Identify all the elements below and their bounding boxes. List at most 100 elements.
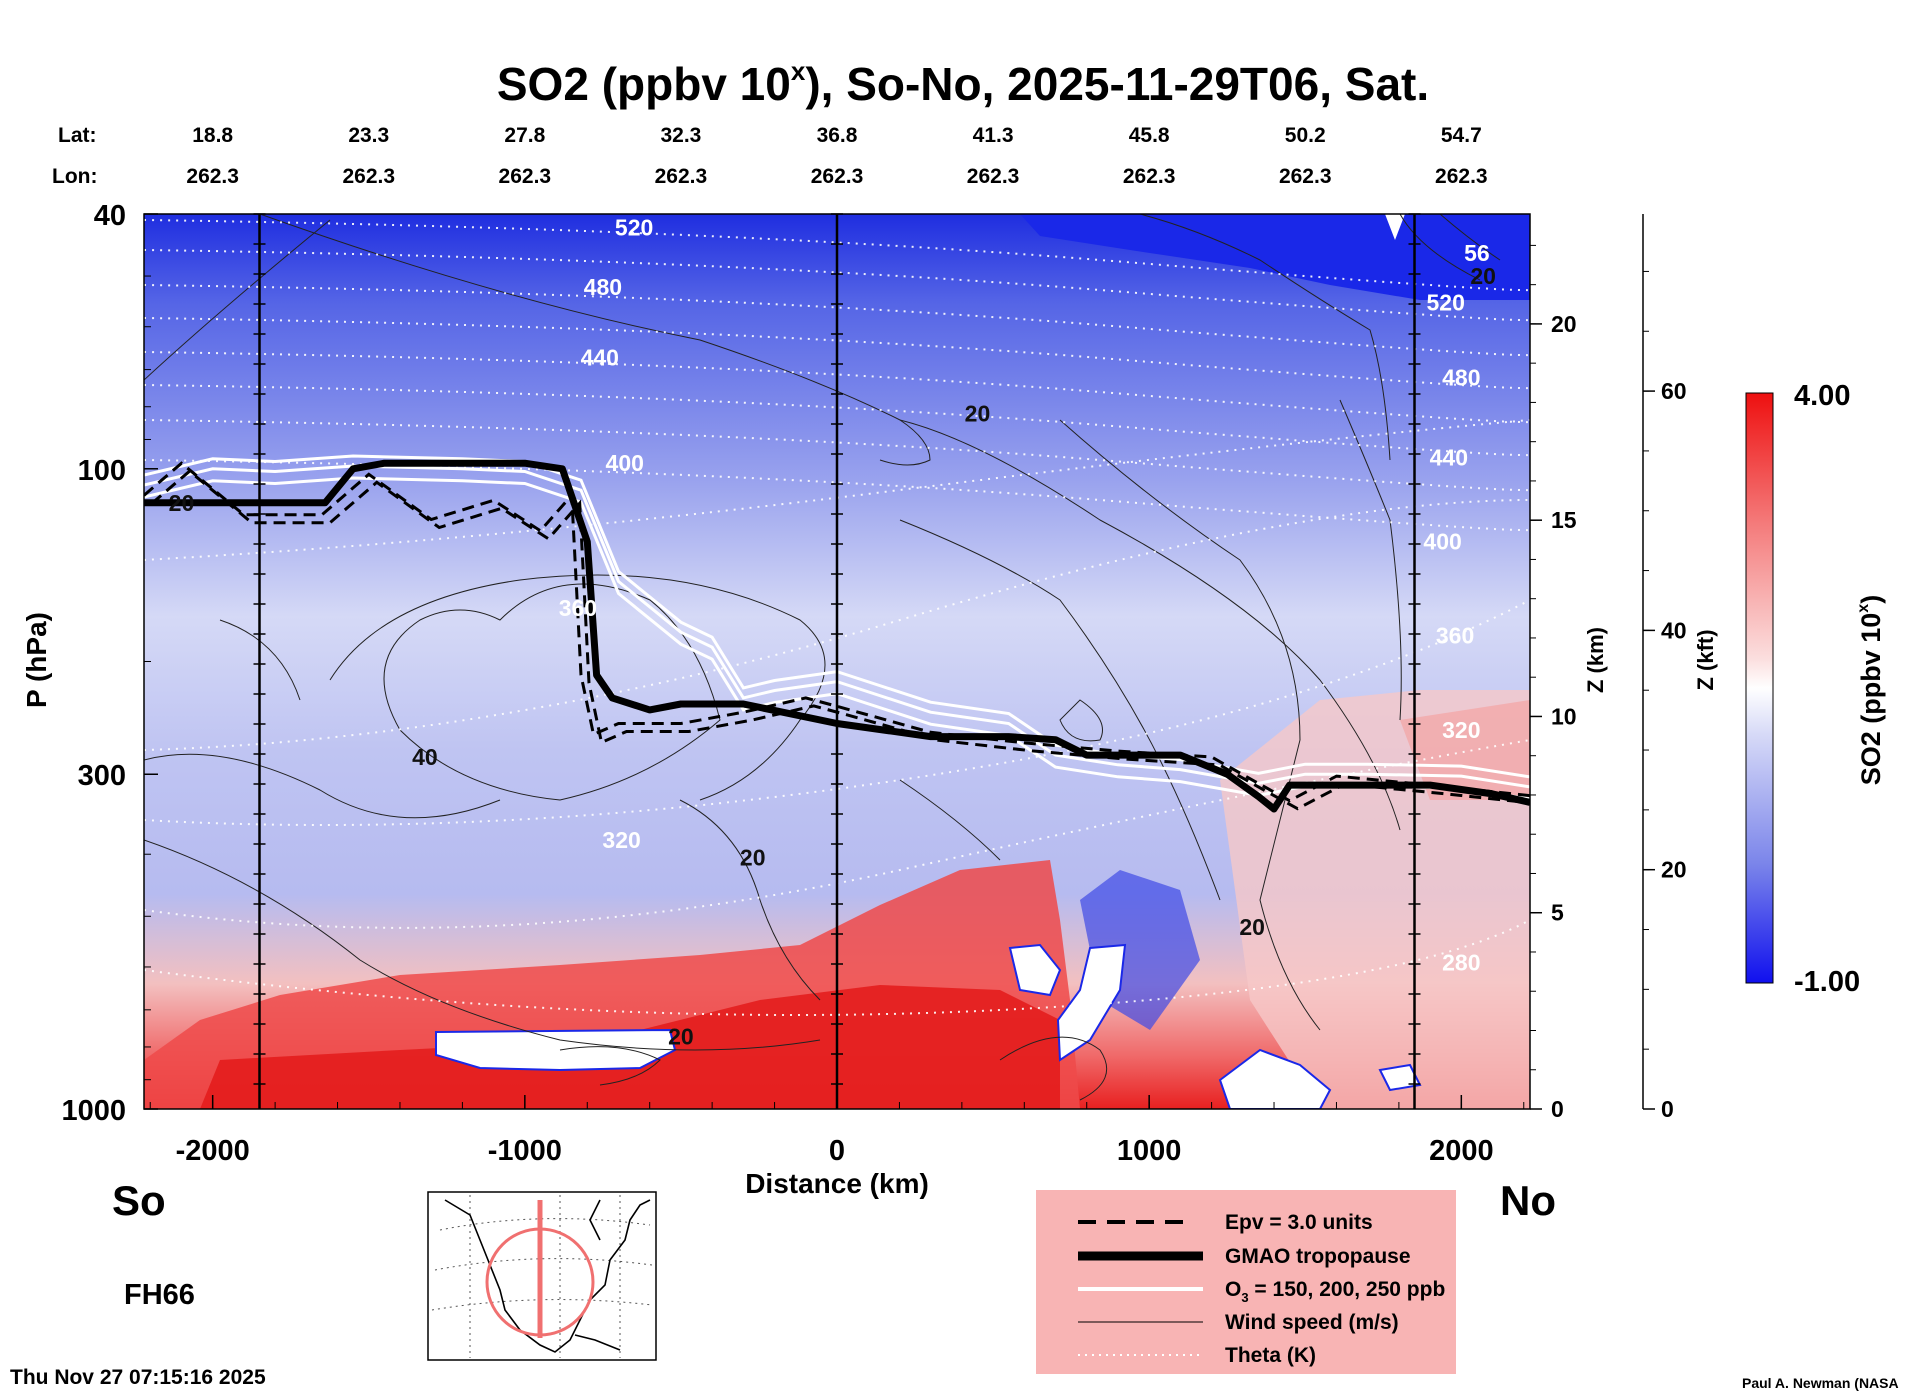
inset-map-coastline <box>444 1199 651 1353</box>
theta-contour-5 <box>144 384 1530 457</box>
theta-contour-2 <box>144 284 1530 357</box>
x-axis: -2000 -1000 0 1000 2000 <box>149 1095 1525 1167</box>
theta-contour-0 <box>144 219 1530 292</box>
wind-contour-11 <box>1399 214 1501 281</box>
wind-contour-10 <box>1139 214 1391 461</box>
wind-speed-label: 20 <box>740 845 766 871</box>
ozone-line-1 <box>144 454 1530 779</box>
tropopause-line <box>144 459 1530 813</box>
theta-contour-3 <box>144 317 1530 390</box>
timestamp: Thu Nov 27 07:15:16 2025 <box>10 1366 266 1389</box>
theta-label: 400 <box>606 450 644 476</box>
wind-contour-7 <box>899 519 1221 901</box>
theta-label: 360 <box>559 595 597 621</box>
theta-label: 480 <box>584 274 622 300</box>
wind-contour-13 <box>559 1046 661 1086</box>
legend: Epv = 3.0 units GMAO tropopause O3 = 150… <box>1036 1190 1456 1374</box>
legend-label-epv: Epv = 3.0 units <box>1225 1211 1373 1234</box>
ozone-line-2 <box>144 476 1530 801</box>
ozone-line-0 <box>144 464 1530 789</box>
lat-value: 50.2 <box>1285 124 1326 147</box>
theta-label: 520 <box>1427 290 1465 316</box>
z-km-tick-label: 5 <box>1551 900 1564 926</box>
wind-contour-8 <box>1339 399 1402 721</box>
lat-value: 23.3 <box>348 124 389 147</box>
lat-value: 27.8 <box>504 124 545 147</box>
x-tick-label: -1000 <box>488 1135 562 1167</box>
z-km-tick-label: 15 <box>1551 507 1577 533</box>
missing-patch-2 <box>1008 943 1062 997</box>
z-km-tick-label: 0 <box>1551 1096 1564 1122</box>
y-axis-pressure: 40 100 300 1000 <box>61 200 158 1127</box>
lon-value: 262.3 <box>1279 165 1332 188</box>
wind-speed-label: 20 <box>169 490 195 516</box>
lat-value: 41.3 <box>973 124 1014 147</box>
theta-label: 440 <box>1430 444 1468 470</box>
wind-contour-9 <box>1059 419 1321 1031</box>
wind-speed-label: 20 <box>965 401 991 427</box>
y-tick-label: 100 <box>78 455 126 487</box>
z-km-tick-label: 20 <box>1551 311 1577 337</box>
wind-speed-label: 40 <box>412 744 438 770</box>
z-km-axis-label: Z (km) <box>1583 627 1608 693</box>
z-km-tick-label: 10 <box>1551 703 1577 729</box>
x-axis-label: Distance (km) <box>745 1168 929 1199</box>
theta-contour-10 <box>144 599 1530 826</box>
lon-label: Lon: <box>52 165 97 188</box>
epv-line-secondary <box>151 469 1530 811</box>
lat-value: 32.3 <box>660 124 701 147</box>
inset-map <box>427 1191 657 1361</box>
wind-speed-label: 20 <box>668 1023 694 1049</box>
missing-patch-1 <box>435 1028 677 1072</box>
wind-contour-12 <box>999 1036 1108 1101</box>
wind-contour-5 <box>144 839 821 1051</box>
legend-label-theta: Theta (K) <box>1225 1344 1316 1367</box>
lon-value: 262.3 <box>967 165 1020 188</box>
theta-contour-7 <box>144 459 1530 532</box>
colorbar-max-label: 4.00 <box>1794 380 1850 412</box>
lon-value: 262.3 <box>655 165 708 188</box>
colorbar-min-label: -1.00 <box>1794 966 1860 998</box>
x-tick-label: 0 <box>829 1135 845 1167</box>
colorbar <box>1745 392 1774 984</box>
y-tick-label: 40 <box>94 200 126 232</box>
lat-label: Lat: <box>58 124 97 147</box>
wind-contour-1 <box>879 419 931 466</box>
chart-title: SO2 (ppbv 10x), So-No, 2025-11-29T06, Sa… <box>497 56 1429 110</box>
theta-label: 480 <box>1442 364 1480 390</box>
lat-lon-labels: 18.8 262.3 23.3 262.3 27.8 262.3 32.3 262.3 36.8… <box>186 124 1487 188</box>
theta-contour-8 <box>144 419 1530 561</box>
lon-value: 262.3 <box>1123 165 1176 188</box>
theta-contours <box>144 219 1530 1016</box>
theta-label: 440 <box>581 344 619 370</box>
wind-contour-14 <box>1059 699 1103 742</box>
wind-contour-3 <box>329 574 826 801</box>
z-kft-tick-label: 20 <box>1661 857 1687 883</box>
lon-value: 262.3 <box>342 165 395 188</box>
wind-contour-0 <box>144 214 1401 831</box>
legend-label-tropopause: GMAO tropopause <box>1225 1245 1411 1268</box>
wind-contour-6 <box>679 799 821 1001</box>
south-label: So <box>112 1177 166 1224</box>
y-axis-z-kft: 0 20 40 60 <box>1642 214 1687 1122</box>
y-axis-label: P (hPa) <box>21 612 52 708</box>
legend-label-wind: Wind speed (m/s) <box>1225 1311 1399 1334</box>
theta-contour-9 <box>144 499 1530 751</box>
legend-background <box>1036 1190 1456 1374</box>
missing-patch-3 <box>1056 943 1127 1062</box>
wind-contour-15 <box>219 619 1001 861</box>
colorbar-label: SO2 (ppbv 10x) <box>1855 595 1886 785</box>
lat-value: 54.7 <box>1441 124 1482 147</box>
x-tick-label: 2000 <box>1429 1135 1494 1167</box>
epv-line <box>144 461 1530 803</box>
north-label: No <box>1500 1177 1556 1224</box>
z-kft-tick-label: 40 <box>1661 617 1687 643</box>
theta-contour-6 <box>144 419 1530 492</box>
epv-line <box>144 461 1530 811</box>
lon-value: 262.3 <box>186 165 239 188</box>
y-tick-label: 300 <box>78 760 126 792</box>
lat-value: 36.8 <box>817 124 858 147</box>
z-kft-tick-label: 60 <box>1661 378 1687 404</box>
y-axis-z-km: 0 5 10 15 20 <box>1530 244 1577 1122</box>
wind-contour-4 <box>144 753 501 819</box>
